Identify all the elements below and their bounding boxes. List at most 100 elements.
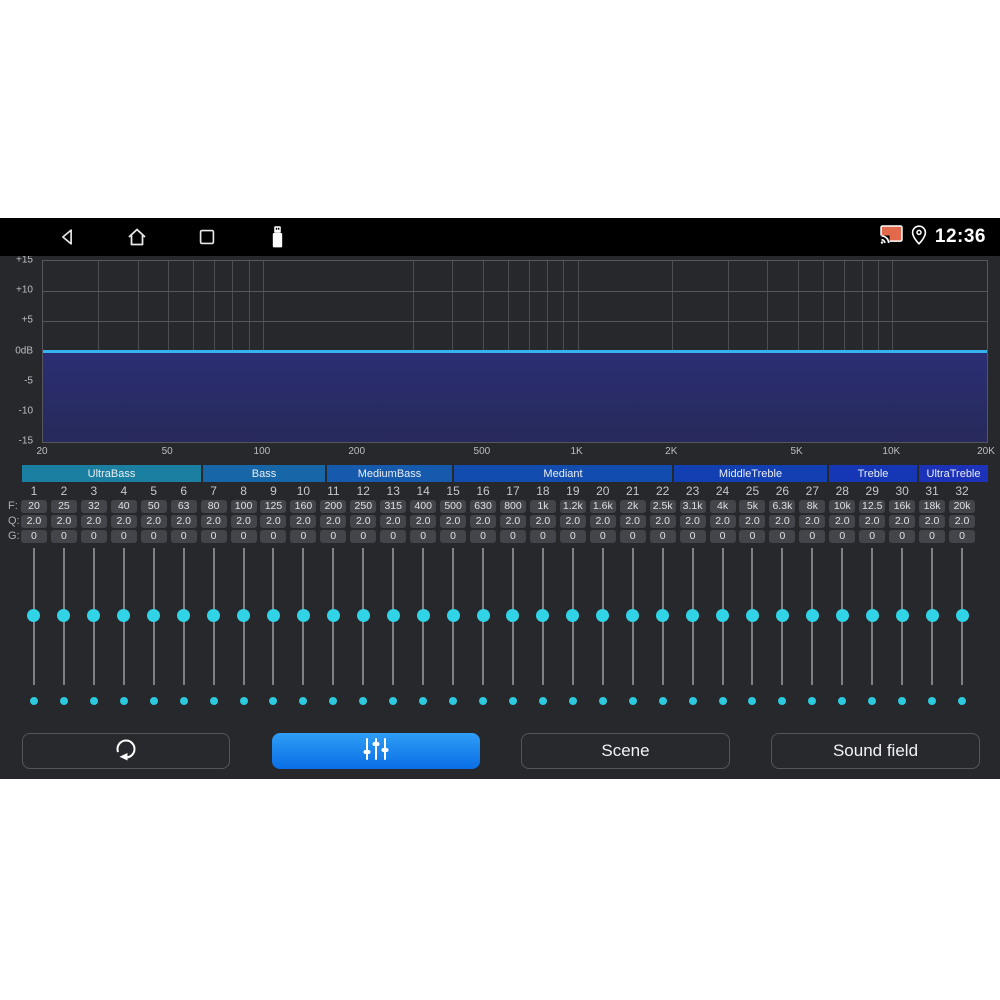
slider-knob[interactable] — [147, 609, 161, 622]
db-axis: +15 +10 +5 0dB -5 -10 -15 — [0, 256, 38, 447]
slider-knob[interactable] — [446, 609, 460, 622]
gain-slider-channel-9 — [259, 548, 289, 708]
channel-frequency-value: 20k — [949, 500, 976, 513]
db-axis-label: -5 — [24, 375, 33, 387]
channel-frequency-value: 16k — [889, 500, 916, 513]
channel-number: 8 — [240, 484, 247, 498]
slider-knob[interactable] — [835, 609, 849, 622]
slider-knob[interactable] — [536, 609, 550, 622]
slider-knob[interactable] — [296, 609, 310, 622]
slider-knob[interactable] — [57, 609, 71, 622]
channel-gain-value: 0 — [80, 530, 107, 543]
channel-number: 7 — [210, 484, 217, 498]
channel-dot — [179, 697, 188, 705]
gain-slider-channel-1 — [19, 548, 49, 708]
gain-slider-channel-29 — [857, 548, 887, 708]
channel-frequency-value: 20 — [20, 500, 47, 513]
channel-dot — [389, 697, 398, 705]
slider-knob[interactable] — [895, 609, 909, 622]
slider-knob[interactable] — [656, 609, 670, 622]
sound-field-button-label: Sound field — [832, 741, 919, 760]
slider-knob[interactable] — [925, 609, 939, 622]
slider-knob[interactable] — [865, 609, 879, 622]
channel-column: 32 20k 2.0 0 — [947, 484, 977, 545]
channel-q-value: 2.0 — [619, 515, 646, 528]
back-icon[interactable] — [54, 223, 80, 251]
slider-knob[interactable] — [566, 609, 580, 622]
freq-axis-label: 20 — [36, 446, 48, 457]
slider-knob[interactable] — [207, 609, 221, 622]
channel-number: 23 — [685, 484, 700, 498]
slider-knob[interactable] — [506, 609, 520, 622]
slider-knob[interactable] — [745, 609, 759, 622]
channel-frequency-value: 4k — [709, 500, 736, 513]
gain-slider-channel-6 — [169, 548, 199, 708]
channel-gain-value: 0 — [559, 530, 586, 543]
gain-slider-channel-18 — [528, 548, 558, 708]
slider-knob[interactable] — [596, 609, 610, 622]
channel-dot — [149, 697, 158, 705]
gain-slider-channel-4 — [109, 548, 139, 708]
slider-knob[interactable] — [87, 609, 101, 622]
slider-knob[interactable] — [177, 609, 191, 622]
home-icon[interactable] — [124, 223, 150, 251]
slider-knob[interactable] — [386, 609, 400, 622]
channel-q-value: 2.0 — [320, 515, 347, 528]
channel-gain-value: 0 — [380, 530, 407, 543]
scene-button[interactable]: Scene — [521, 733, 730, 769]
slider-knob[interactable] — [266, 609, 280, 622]
channel-column: 14 400 2.0 0 — [408, 484, 438, 545]
channel-q-value: 2.0 — [350, 515, 377, 528]
gain-slider-channel-20 — [588, 548, 618, 708]
channel-gain-value: 0 — [110, 530, 137, 543]
gain-slider-channel-21 — [618, 548, 648, 708]
slider-knob[interactable] — [326, 609, 340, 622]
slider-knob[interactable] — [416, 609, 430, 622]
channel-frequency-value: 250 — [350, 500, 377, 513]
channel-gain-value: 0 — [470, 530, 497, 543]
channel-frequency-value: 80 — [200, 500, 227, 513]
slider-knob[interactable] — [775, 609, 789, 622]
channel-frequency-value: 12.5 — [859, 500, 886, 513]
usb-icon[interactable] — [264, 223, 290, 251]
channel-q-value: 2.0 — [230, 515, 257, 528]
gain-slider-channel-16 — [468, 548, 498, 708]
channel-frequency-value: 50 — [140, 500, 167, 513]
recents-icon[interactable] — [194, 223, 220, 251]
channel-gain-value: 0 — [829, 530, 856, 543]
freq-axis-label: 500 — [473, 446, 491, 457]
channel-number: 11 — [327, 484, 340, 498]
db-axis-label: +15 — [16, 256, 33, 266]
gain-slider-channel-7 — [199, 548, 229, 708]
slider-knob[interactable] — [356, 609, 370, 622]
channel-column: 6 63 2.0 0 — [169, 484, 199, 545]
slider-knob[interactable] — [716, 609, 730, 622]
slider-knob[interactable] — [117, 609, 131, 622]
channel-q-value: 2.0 — [649, 515, 676, 528]
channel-gain-value: 0 — [20, 530, 47, 543]
channel-frequency-value: 1.2k — [559, 500, 586, 513]
channel-gain-value: 0 — [529, 530, 556, 543]
equalizer-button[interactable] — [272, 733, 480, 769]
gain-slider-channel-5 — [139, 548, 169, 708]
channel-dot — [628, 697, 637, 705]
headunit-screen: 12:36 +15 +10 +5 0dB -5 -10 -15 20 50 100 200 500 1… — [0, 218, 1000, 779]
sound-field-button[interactable]: Sound field — [771, 733, 980, 769]
slider-knob[interactable] — [27, 609, 41, 622]
slider-knob[interactable] — [686, 609, 700, 622]
channel-q-value: 2.0 — [170, 515, 197, 528]
slider-knob[interactable] — [237, 609, 251, 622]
freq-axis-label: 50 — [161, 446, 173, 457]
gain-slider-channel-17 — [498, 548, 528, 708]
slider-knob[interactable] — [626, 609, 640, 622]
channel-q-value: 2.0 — [739, 515, 766, 528]
channel-q-value: 2.0 — [679, 515, 706, 528]
slider-knob[interactable] — [805, 609, 819, 622]
slider-knob[interactable] — [955, 609, 969, 622]
reset-button[interactable] — [22, 733, 230, 769]
slider-knob[interactable] — [476, 609, 490, 622]
band-label-treble: Treble — [829, 465, 917, 482]
channel-gain-value: 0 — [919, 530, 946, 543]
channel-q-value: 2.0 — [50, 515, 77, 528]
channel-number: 22 — [655, 484, 670, 498]
